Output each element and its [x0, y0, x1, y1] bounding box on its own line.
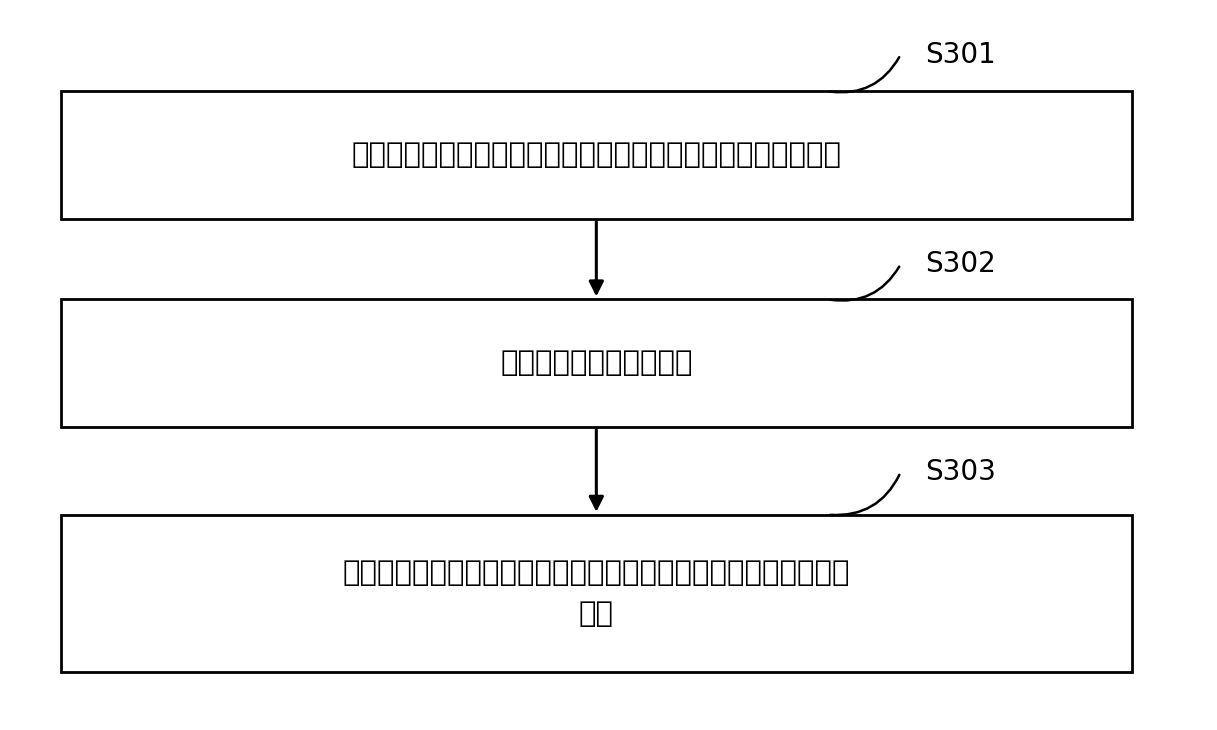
FancyBboxPatch shape: [61, 299, 1132, 427]
Text: 建立与所述机组系统及所述机组系统的运行状态相同的实验机组: 建立与所述机组系统及所述机组系统的运行状态相同的实验机组: [352, 141, 841, 169]
Text: 对所述实验机组进行不同控制方式的一次调频试验，得到所述实测
参数: 对所述实验机组进行不同控制方式的一次调频试验，得到所述实测 参数: [342, 558, 851, 628]
Text: 外加转速到所述实验机组: 外加转速到所述实验机组: [500, 349, 692, 377]
Text: S301: S301: [925, 41, 996, 69]
FancyBboxPatch shape: [61, 91, 1132, 219]
FancyBboxPatch shape: [61, 515, 1132, 672]
Text: S302: S302: [925, 250, 996, 278]
Text: S303: S303: [925, 458, 996, 486]
